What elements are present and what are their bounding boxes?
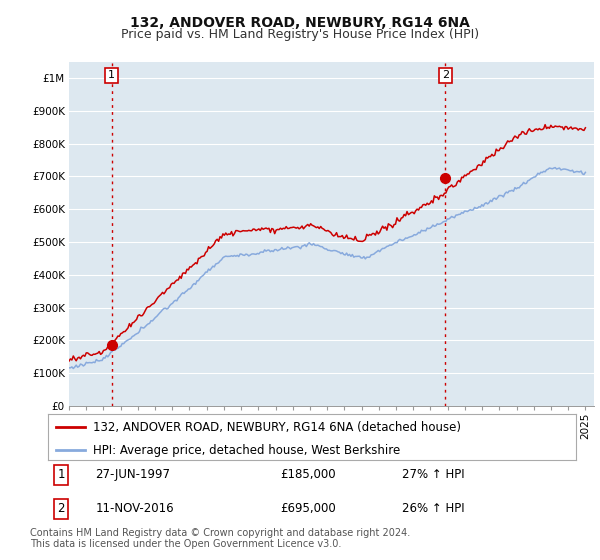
Text: 11-NOV-2016: 11-NOV-2016 [95, 502, 174, 516]
Text: 1: 1 [58, 468, 65, 482]
Text: 132, ANDOVER ROAD, NEWBURY, RG14 6NA (detached house): 132, ANDOVER ROAD, NEWBURY, RG14 6NA (de… [93, 421, 461, 434]
Text: 2: 2 [58, 502, 65, 516]
Text: Price paid vs. HM Land Registry's House Price Index (HPI): Price paid vs. HM Land Registry's House … [121, 28, 479, 41]
Text: 26% ↑ HPI: 26% ↑ HPI [402, 502, 464, 516]
Text: 1: 1 [108, 71, 115, 81]
Text: 27-JUN-1997: 27-JUN-1997 [95, 468, 170, 482]
Text: HPI: Average price, detached house, West Berkshire: HPI: Average price, detached house, West… [93, 444, 400, 457]
Text: 132, ANDOVER ROAD, NEWBURY, RG14 6NA: 132, ANDOVER ROAD, NEWBURY, RG14 6NA [130, 16, 470, 30]
Text: 27% ↑ HPI: 27% ↑ HPI [402, 468, 464, 482]
Text: £185,000: £185,000 [280, 468, 336, 482]
Text: £695,000: £695,000 [280, 502, 336, 516]
Text: 2: 2 [442, 71, 449, 81]
Text: Contains HM Land Registry data © Crown copyright and database right 2024.
This d: Contains HM Land Registry data © Crown c… [30, 528, 410, 549]
